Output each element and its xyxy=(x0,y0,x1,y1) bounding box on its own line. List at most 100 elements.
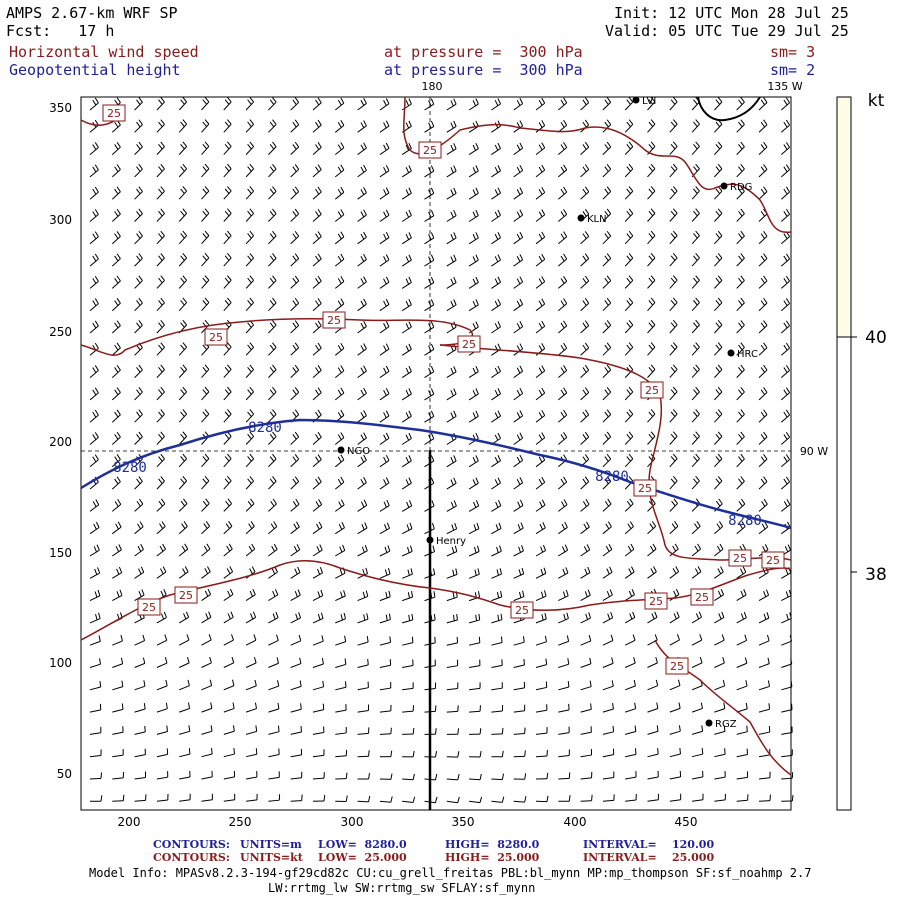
wind-barb xyxy=(736,566,747,579)
wind-barb xyxy=(112,771,125,780)
wind-barb xyxy=(468,500,480,512)
wind-barb xyxy=(312,164,322,178)
wind-barb xyxy=(446,705,459,713)
speed-contour-label-text: 25 xyxy=(142,601,156,614)
wind-barb xyxy=(201,275,210,289)
wind-barb xyxy=(89,726,102,735)
wind-barb xyxy=(334,476,345,490)
wind-barb xyxy=(134,164,143,178)
wind-barb xyxy=(134,589,145,602)
wind-barb xyxy=(89,703,102,713)
wind-barb xyxy=(780,97,791,111)
wind-barb xyxy=(379,636,392,646)
wind-barb xyxy=(89,209,99,222)
wind-barb xyxy=(111,499,122,512)
height-contour-label: 8280 xyxy=(595,469,629,485)
wind-barb xyxy=(156,431,165,445)
wind-barb xyxy=(357,658,369,668)
wind-barb xyxy=(111,320,121,334)
wind-barb xyxy=(736,657,748,668)
wind-barb xyxy=(558,795,571,802)
wind-barb xyxy=(290,454,300,468)
wind-barb xyxy=(268,275,277,289)
wind-barb xyxy=(513,410,524,423)
wind-barb xyxy=(156,725,169,735)
wind-barb xyxy=(178,498,188,512)
wind-barb xyxy=(335,635,347,646)
wind-barb xyxy=(535,432,546,445)
wind-barb xyxy=(357,681,369,691)
colorbar-label-40: 40 xyxy=(865,328,887,348)
wind-barb xyxy=(178,476,188,490)
wind-barb xyxy=(357,704,369,713)
wind-barb xyxy=(580,635,592,646)
wind-barb xyxy=(557,97,568,111)
wind-barb xyxy=(134,387,143,401)
wind-barb xyxy=(334,97,345,111)
wind-barb xyxy=(379,682,392,691)
colorbar-upper xyxy=(836,96,852,338)
speed-contour-label-text: 25 xyxy=(462,338,476,351)
wind-barb xyxy=(290,544,301,557)
wind-barb xyxy=(468,568,480,579)
wind-barb xyxy=(780,208,791,222)
height-contour-label: 8280 xyxy=(728,513,762,529)
wind-barb xyxy=(557,209,568,222)
wind-barb xyxy=(647,96,656,111)
wind-barb xyxy=(401,165,412,178)
wind-barb xyxy=(624,163,634,178)
wind-barb xyxy=(624,386,634,401)
wind-barb xyxy=(178,543,189,557)
wind-barb xyxy=(602,657,614,668)
wind-barb xyxy=(558,703,570,713)
wind-barb xyxy=(268,163,277,178)
wind-barb xyxy=(156,297,165,312)
speed-contour-label: 25 xyxy=(204,328,228,346)
wind-barb xyxy=(669,364,678,378)
wind-barb xyxy=(602,680,614,691)
field2-smoothing: sm= 2 xyxy=(770,61,816,79)
valid-time: Valid: 05 UTC Tue 29 Jul 25 xyxy=(605,22,849,40)
wind-barb xyxy=(245,476,255,490)
wind-barb xyxy=(112,635,123,646)
wind-barb xyxy=(602,725,615,735)
y-tick-label: 300 xyxy=(49,213,72,227)
wind-barb xyxy=(334,142,345,155)
wind-barb xyxy=(469,682,481,691)
wind-barb xyxy=(357,499,368,512)
wind-barb xyxy=(580,476,590,490)
wind-barb xyxy=(669,725,681,735)
wind-barb xyxy=(357,298,367,312)
wind-barb xyxy=(357,773,370,780)
wind-barb xyxy=(557,186,568,200)
wind-barb xyxy=(178,521,188,535)
wind-barb xyxy=(491,455,501,468)
wind-barb xyxy=(312,589,324,602)
wind-barb xyxy=(268,431,277,445)
wind-barb xyxy=(469,659,481,668)
wind-barb xyxy=(268,141,277,155)
wind-barb xyxy=(624,611,636,624)
wind-barb xyxy=(89,320,99,334)
wind-barb xyxy=(491,388,501,401)
station-label: RGZ xyxy=(715,719,737,730)
wind-barb xyxy=(669,297,678,312)
wind-barb xyxy=(446,636,459,646)
wind-barb xyxy=(602,431,612,445)
wind-barb xyxy=(669,141,678,155)
wind-barb xyxy=(624,342,634,356)
wind-barb xyxy=(223,96,232,111)
wind-barb xyxy=(714,342,723,356)
speed-contour-label: 25 xyxy=(640,381,664,399)
wind-barb xyxy=(602,771,615,780)
wind-barb xyxy=(602,297,612,312)
wind-barb xyxy=(424,232,435,245)
wind-barb xyxy=(268,386,277,401)
wind-barb xyxy=(335,658,347,668)
station-hrc: HRC xyxy=(727,349,758,360)
wind-barb xyxy=(134,703,146,713)
wind-barb xyxy=(268,297,277,312)
height-contour-label: 8280 xyxy=(248,420,282,436)
wind-barb xyxy=(691,319,700,334)
y-axis-ticks: 350 300 250 200 150 100 50 xyxy=(49,101,72,781)
